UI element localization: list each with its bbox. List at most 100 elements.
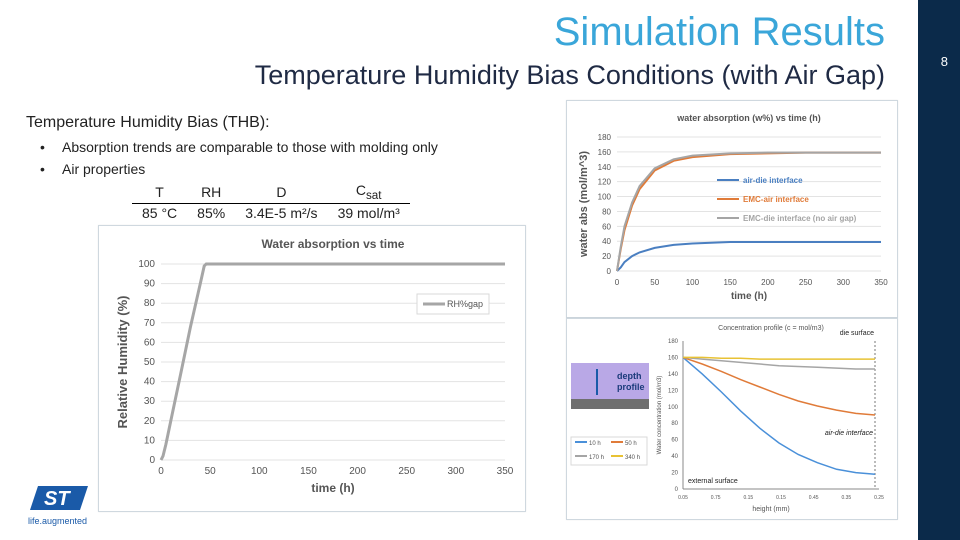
y-tick-label: 120 [668,388,679,394]
x-tick-label: 0.05 [678,495,688,501]
st-logo-glyph: ST [44,488,71,510]
y-tick-label: 20 [602,252,611,261]
x-tick-label: 250 [799,278,813,287]
y-tick-label: 100 [598,193,612,202]
bullet-text: Air properties [62,161,146,177]
legend-label: 170 h [589,455,604,461]
inset-label: profile [617,382,645,392]
parameter-table: T RH D Csat 85 °C 85% 3.4E-5 m²/s 39 mol… [132,181,410,222]
y-tick-label: 80 [671,421,678,427]
series-line [616,241,881,272]
slide-subtitle: Temperature Humidity Bias Conditions (wi… [254,60,885,90]
st-logo-mark: ST life.augmented [28,486,88,526]
legend-label: air-die interface [743,176,803,185]
chart-title: water absorption (w%) vs time (h) [676,113,821,123]
chart-title: Concentration profile (c = mol/m3) [718,325,824,332]
legend-box [416,293,490,315]
x-tick-label: 200 [349,466,366,477]
y-tick-label: 30 [144,396,156,407]
x-tick-label: 100 [251,466,268,477]
bullet-text: Absorption trends are comparable to thos… [62,139,438,155]
x-tick-label: 0.25 [874,495,884,501]
x-tick-label: 0.15 [776,495,786,501]
x-tick-label: 350 [874,278,888,287]
annotation-label: die surface [840,330,874,337]
y-tick-label: 60 [144,337,156,348]
y-tick-label: 140 [668,372,679,378]
section-heading: Temperature Humidity Bias (THB): [26,114,270,131]
y-axis-label: water abs (mol/m^3) [578,151,590,258]
table-cell: 85 °C [142,204,178,221]
chart-title: Water absorption vs time [262,237,405,251]
inset-die-layer [571,399,649,409]
y-tick-label: 80 [144,298,156,309]
page-number: 8 [940,54,948,69]
x-tick-label: 0.15 [743,495,753,501]
table-cell: 39 mol/m³ [337,204,400,221]
series-line [682,356,876,416]
x-tick-label: 0.35 [841,495,851,501]
legend-label: EMC-air interface [743,195,809,204]
water-absorption-wt-chart-panel: water absorption (w%) vs time (h) 0 20 40 60… [566,100,898,318]
y-tick-label: 10 [144,435,156,446]
y-axis-label: Water concentration (mol/m3) [657,376,663,455]
table-header-cell: T [132,181,188,204]
concentration-profile-panel: depth profile 10 h 50 h 170 h 340 h Concentrat… [566,318,898,520]
series-line [682,356,876,475]
x-tick-label: 300 [837,278,851,287]
y-tick-label: 40 [144,377,156,388]
y-tick-label: 80 [602,207,611,216]
water-absorption-chart-panel: Water absorption vs time 0 10 20 30 40 50 60 70 8… [98,225,526,512]
annotation-label: air-die interface [825,430,873,437]
y-tick-label: 70 [144,318,156,329]
y-tick-label: 180 [668,339,679,345]
bullet-icon: • [40,161,45,177]
legend-label: 340 h [625,455,640,461]
y-tick-label: 40 [671,454,678,460]
series-line [159,262,505,461]
table-cell: 85% [197,204,226,221]
water-absorption-wt-chart: water absorption (w%) vs time (h) 0 20 40 60… [578,113,888,302]
legend-label: EMC-die interface (no air gap) [743,214,857,223]
table-header-cell: Csat [327,181,410,204]
bullet-list: • Absorption trends are comparable to tho… [40,136,438,180]
inset-label: depth [617,371,642,381]
y-tick-label: 140 [598,163,612,172]
series-line [616,151,881,272]
series-line [683,356,875,360]
x-tick-label: 200 [761,278,775,287]
x-tick-label: 250 [398,466,415,477]
list-item: • Air properties [40,158,438,180]
water-absorption-chart: Water absorption vs time 0 10 20 30 40 50 60 70 8… [115,237,514,495]
y-tick-label: 0 [607,267,612,276]
y-tick-label: 20 [671,471,678,477]
y-tick-label: 100 [668,405,679,411]
legend-label: 10 h [589,441,601,447]
y-tick-label: 100 [138,259,155,270]
x-tick-label: 0.45 [809,495,819,501]
x-tick-label: 300 [448,466,465,477]
csat-symbol: C [355,182,366,198]
st-logo: ST life.augmented [28,480,90,528]
y-tick-label: 50 [144,357,156,368]
x-axis-label: time (h) [311,481,354,495]
y-tick-label: 90 [144,279,156,290]
x-tick-label: 150 [300,466,317,477]
table-header-row: T RH D Csat [132,181,410,204]
bullet-icon: • [40,139,45,155]
x-tick-label: 350 [497,466,514,477]
y-axis-label: Relative Humidity (%) [115,296,130,429]
y-tick-label: 120 [598,178,612,187]
logo-tagline: life.augmented [28,516,87,526]
x-tick-label: 0.75 [711,495,721,501]
list-item: • Absorption trends are comparable to tho… [40,136,438,158]
legend-label: 50 h [625,441,637,447]
y-tick-label: 60 [602,222,611,231]
y-tick-label: 0 [149,455,155,466]
table-header-cell: D [235,181,328,204]
y-tick-label: 180 [598,133,612,142]
table-row: 85 °C 85% 3.4E-5 m²/s 39 mol/m³ [132,203,410,222]
y-tick-label: 60 [671,438,678,444]
y-tick-label: 40 [602,237,611,246]
